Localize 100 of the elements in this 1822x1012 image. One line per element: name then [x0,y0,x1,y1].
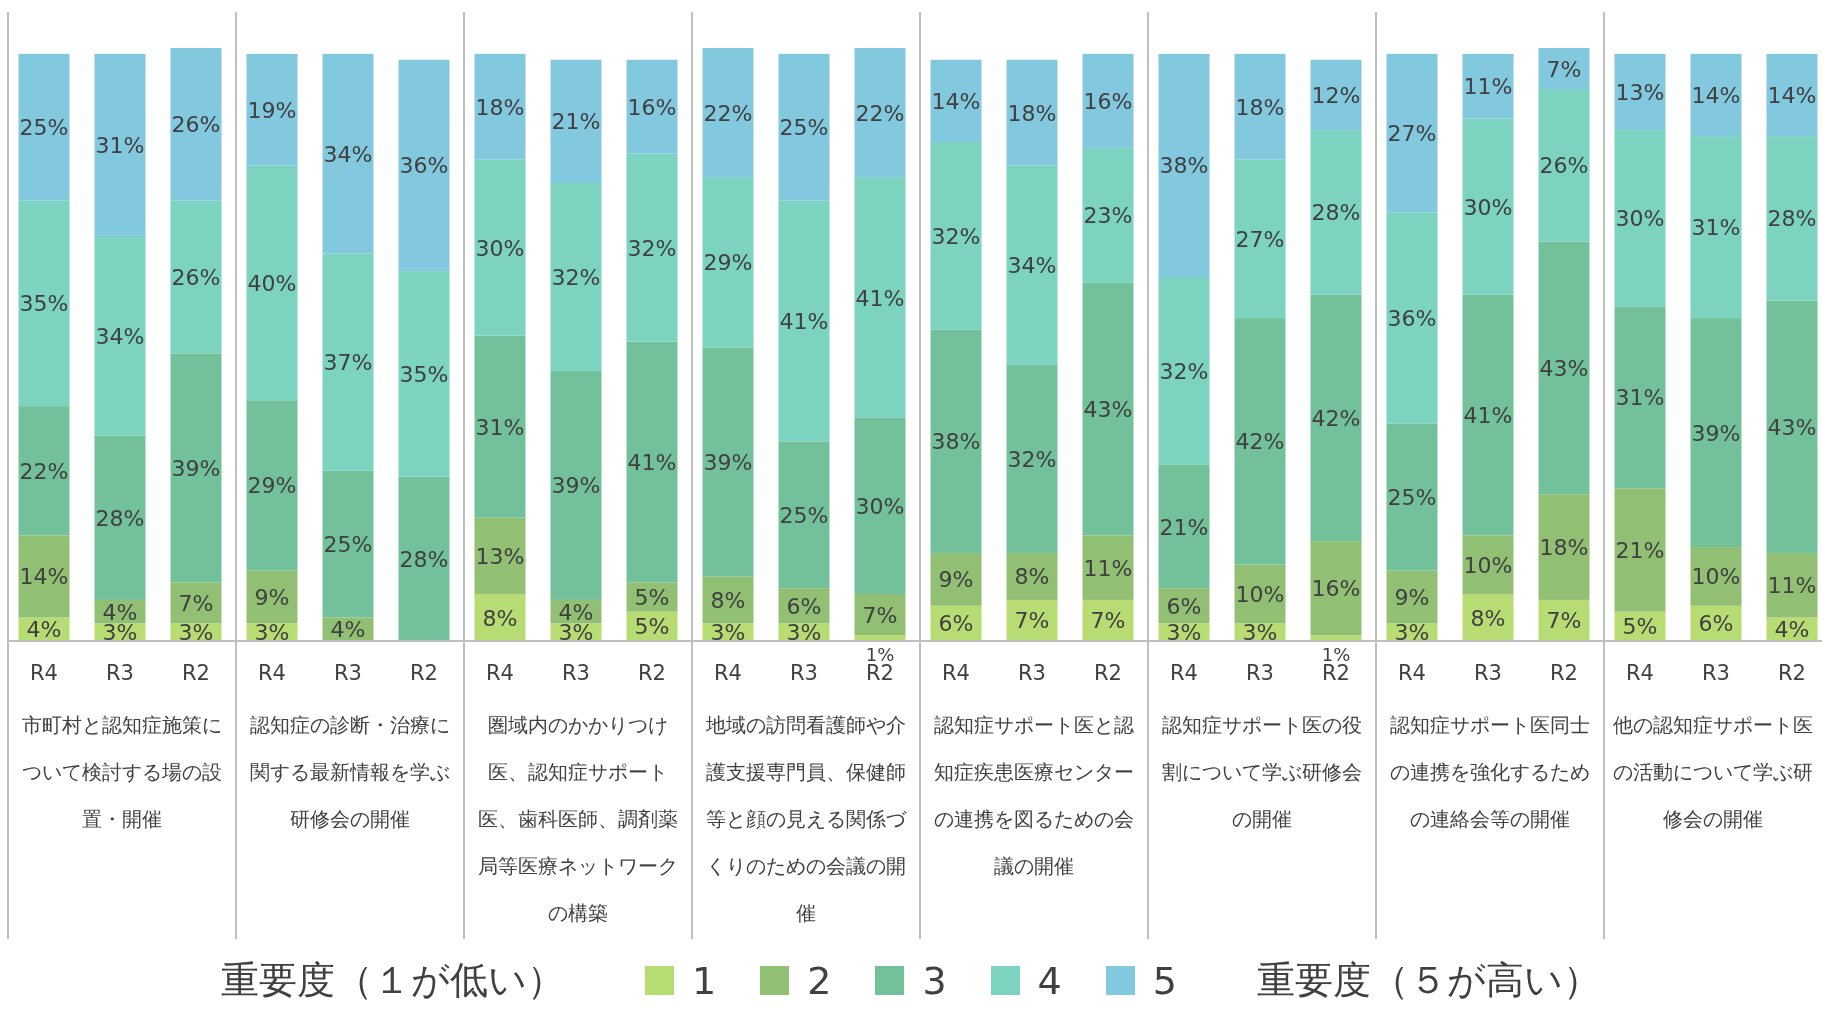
data-label: 31% [1615,385,1665,411]
data-label: 7% [862,602,898,628]
data-label: 26% [171,112,221,138]
data-label: 5% [1622,614,1658,640]
data-label: 28% [399,546,449,572]
data-label: 43% [1083,397,1133,423]
data-label: 27% [1235,226,1285,252]
legend-title: 重要度（１が低い） [221,957,566,1004]
data-label: 36% [399,153,449,179]
data-label: 25% [1387,485,1437,511]
text: 認知症サポート医と認知症疾患医療センターの連携を図るための会議の開催 [933,712,1135,880]
text: 認知症サポート医の役割について学ぶ研修会の開催 [1161,712,1363,833]
data-label: 22% [703,100,753,126]
data-label: 30% [855,493,905,519]
data-label: 7% [1546,608,1582,634]
data-label: 7% [1546,56,1582,82]
legend-label: 1 [692,958,717,1003]
data-label: 34% [95,323,145,349]
data-label: 18% [1007,100,1057,126]
data-label: 31% [95,132,145,158]
data-label: 41% [855,285,905,311]
data-label: 3% [1166,620,1202,646]
data-label: 12% [1311,82,1361,108]
data-label: 6% [786,593,822,619]
data-label: 7% [1014,608,1050,634]
data-label: 27% [1387,121,1437,147]
data-label: 29% [247,473,297,499]
data-label: 36% [1387,306,1437,332]
data-label: 21% [1159,514,1209,540]
data-label: 30% [1463,194,1513,220]
data-label: 6% [938,611,974,637]
data-label: 10% [1463,552,1513,578]
data-label: 10% [1235,582,1285,608]
x-tick-label: R2 [1094,661,1122,685]
data-label: 28% [1767,206,1817,232]
data-label: 3% [178,620,214,646]
data-label: 31% [475,414,525,440]
text: 市町村と認知症施策について検討する場の設置・開催 [21,712,223,833]
data-label: 16% [1311,576,1361,602]
legend-label: 5 [1152,958,1177,1003]
x-tick-label: R3 [1018,661,1046,685]
data-label: 31% [1691,215,1741,241]
data-label: 22% [855,100,905,126]
data-label: 38% [931,429,981,455]
text: 認知症の診断・治療に関する最新情報を学ぶ研修会の開催 [249,712,451,833]
data-label: 23% [1083,203,1133,229]
data-label: 26% [171,264,221,290]
x-tick-label: R3 [1246,661,1274,685]
data-label: 29% [703,250,753,276]
data-label: 25% [19,115,69,141]
data-label: 22% [19,458,69,484]
x-tick-label: R2 [182,661,210,685]
data-label: 8% [1014,564,1050,590]
x-tick-label: R3 [790,661,818,685]
x-tick-label: R3 [1702,661,1730,685]
x-tick-label: R3 [106,661,134,685]
data-label: 6% [1166,593,1202,619]
text: 重要度（５が高い） [1256,957,1601,1004]
data-label: 8% [482,605,518,631]
data-label: 7% [1090,608,1126,634]
data-label: 10% [1691,564,1741,590]
data-label: 11% [1083,555,1133,581]
x-tick-label: R4 [942,661,970,685]
data-label: 43% [1767,414,1817,440]
text: 他の認知症サポート医の活動について学ぶ研修会の開催 [1612,712,1814,833]
data-label: 11% [1767,573,1817,599]
data-label: 42% [1235,429,1285,455]
data-label: 14% [19,564,69,590]
data-label: 32% [1007,446,1057,472]
data-label: 34% [1007,253,1057,279]
data-label: 30% [475,235,525,261]
data-label: 16% [627,94,677,120]
x-tick-label: R4 [1626,661,1654,685]
data-label: 30% [1615,206,1665,232]
data-label: 8% [710,587,746,613]
data-label: 28% [1311,200,1361,226]
data-label: 3% [710,620,746,646]
data-label: 35% [19,291,69,317]
data-label: 18% [1235,94,1285,120]
x-tick-label: R3 [562,661,590,685]
x-tick-label: R4 [714,661,742,685]
data-label: 3% [1394,620,1430,646]
data-label: 5% [634,614,670,640]
data-label: 41% [1463,402,1513,428]
x-tick-label: R3 [334,661,362,685]
x-tick-label: R4 [486,661,514,685]
data-label: 25% [323,532,373,558]
data-label: 39% [1691,420,1741,446]
data-label: 4% [26,617,62,643]
x-tick-label: R2 [410,661,438,685]
x-tick-label: R2 [1778,661,1806,685]
x-tick-label: R2 [638,661,666,685]
data-label: 4% [1774,617,1810,643]
data-label: 18% [475,94,525,120]
data-label: 21% [1615,538,1665,563]
data-label: 14% [931,88,981,114]
x-tick-label: R2 [1550,661,1578,685]
data-label: 3% [1242,620,1278,646]
data-label: 38% [1159,153,1209,179]
data-label: 14% [1767,82,1817,108]
